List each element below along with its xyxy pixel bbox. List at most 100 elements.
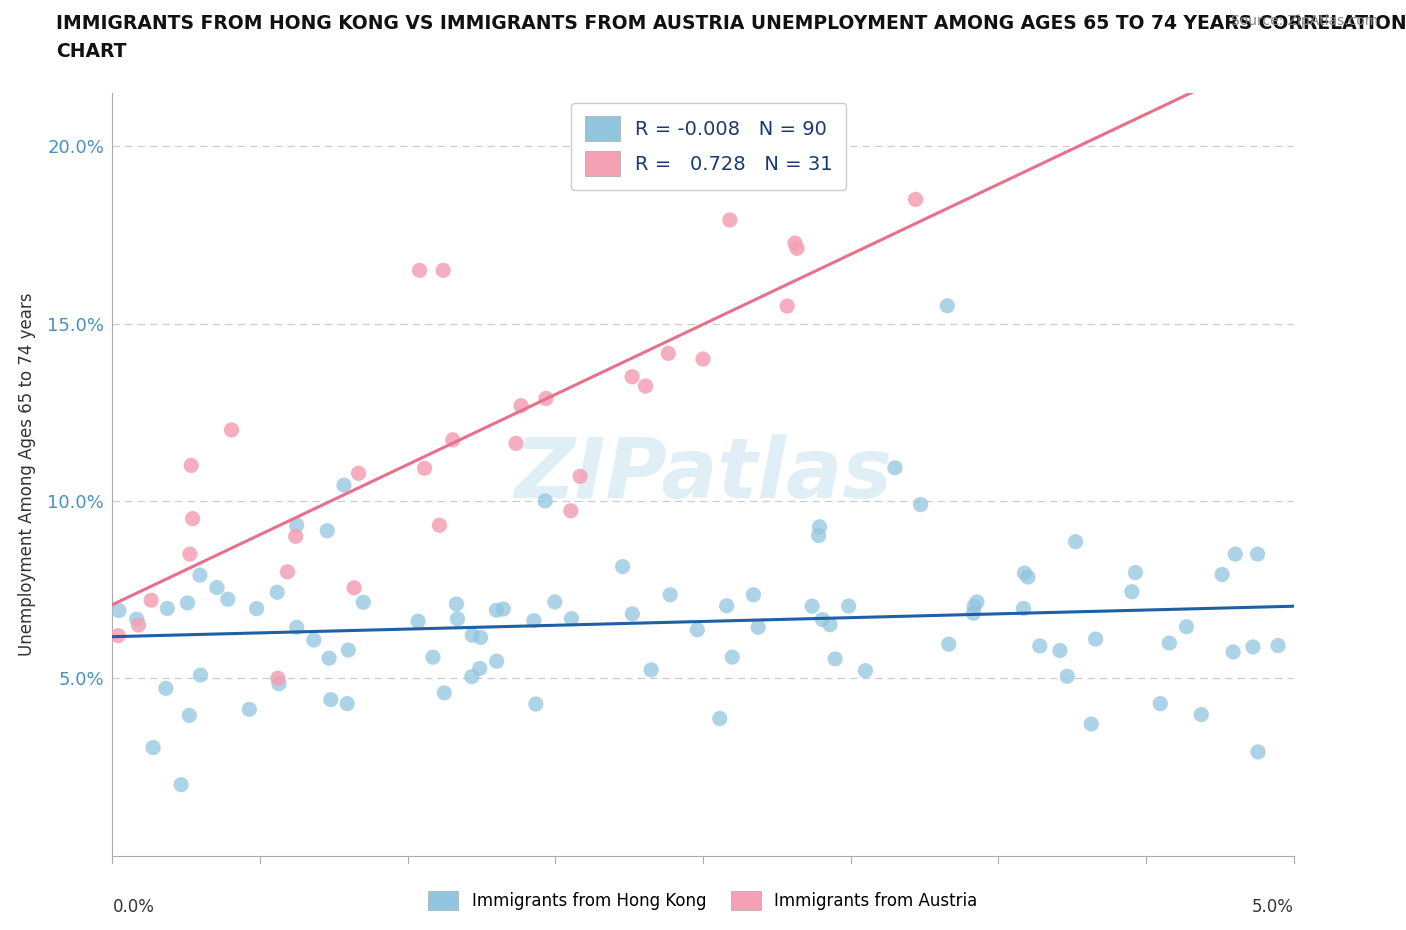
Point [1211, 567, 1233, 582]
Point [560, 503, 582, 518]
Point [205, 580, 228, 595]
Point [343, 580, 366, 595]
Text: Source: ZipAtlas.com: Source: ZipAtlas.com [1230, 14, 1378, 28]
Text: IMMIGRANTS FROM HONG KONG VS IMMIGRANTS FROM AUSTRIA UNEMPLOYMENT AMONG AGES 65 : IMMIGRANTS FROM HONG KONG VS IMMIGRANTS … [56, 14, 1406, 33]
Point [433, 685, 456, 700]
Point [190, 668, 212, 683]
Point [938, 637, 960, 652]
Y-axis label: Unemployment Among Ages 65 to 74 years: Unemployment Among Ages 65 to 74 years [18, 293, 37, 656]
Point [1064, 534, 1087, 549]
Point [155, 681, 177, 696]
Point [510, 398, 533, 413]
Point [1149, 697, 1171, 711]
Point [319, 692, 342, 707]
Point [747, 619, 769, 634]
Point [221, 422, 243, 437]
Point [485, 603, 508, 618]
Point [884, 460, 907, 475]
Point [432, 263, 454, 278]
Point [811, 612, 834, 627]
Point [180, 458, 202, 472]
Point [422, 650, 444, 665]
Text: 5.0%: 5.0% [1251, 898, 1294, 916]
Point [470, 630, 492, 644]
Point [742, 588, 765, 603]
Point [718, 213, 741, 228]
Point [429, 518, 451, 533]
Point [276, 565, 298, 579]
Point [824, 651, 846, 666]
Point [855, 663, 877, 678]
Point [544, 594, 567, 609]
Point [1084, 631, 1107, 646]
Point [441, 432, 464, 447]
Point [406, 614, 429, 629]
Point [807, 528, 830, 543]
Point [716, 598, 738, 613]
Point [1014, 565, 1036, 580]
Point [285, 518, 308, 533]
Point [461, 670, 484, 684]
Point [485, 654, 508, 669]
Point [1012, 601, 1035, 616]
Point [217, 591, 239, 606]
Point [721, 650, 744, 665]
Point [963, 599, 986, 614]
Point [267, 676, 290, 691]
Point [936, 299, 959, 313]
Point [621, 369, 644, 384]
Point [238, 702, 260, 717]
Point [1159, 635, 1181, 650]
Point [560, 611, 582, 626]
Point [413, 461, 436, 476]
Point [1029, 639, 1052, 654]
Point [818, 618, 841, 632]
Point [523, 613, 546, 628]
Point [1080, 717, 1102, 732]
Point [337, 643, 360, 658]
Point [1189, 707, 1212, 722]
Point [176, 595, 198, 610]
Point [659, 588, 682, 603]
Point [333, 478, 356, 493]
Point [316, 524, 339, 538]
Point [266, 585, 288, 600]
Point [1121, 584, 1143, 599]
Point [1049, 643, 1071, 658]
Point [127, 618, 149, 632]
Text: 0.0%: 0.0% [112, 898, 155, 916]
Point [692, 352, 714, 366]
Point [534, 391, 557, 405]
Point [966, 594, 988, 609]
Point [1247, 745, 1270, 760]
Legend: R = -0.008   N = 90, R =   0.728   N = 31: R = -0.008 N = 90, R = 0.728 N = 31 [571, 102, 846, 190]
Point [808, 520, 831, 535]
Point [408, 263, 430, 278]
Point [492, 602, 515, 617]
Point [1175, 619, 1198, 634]
Point [1225, 547, 1247, 562]
Point [1267, 638, 1289, 653]
Point [1241, 640, 1264, 655]
Point [170, 777, 193, 792]
Point [156, 601, 179, 616]
Point [962, 605, 984, 620]
Point [838, 599, 860, 614]
Point [446, 597, 468, 612]
Point [1125, 565, 1147, 580]
Point [461, 628, 484, 643]
Point [801, 599, 824, 614]
Point [904, 192, 927, 206]
Point [1246, 547, 1268, 562]
Point [142, 740, 165, 755]
Point [336, 697, 359, 711]
Point [318, 651, 340, 666]
Point [524, 697, 547, 711]
Point [783, 235, 806, 250]
Point [534, 494, 557, 509]
Point [1222, 644, 1244, 659]
Point [505, 436, 527, 451]
Point [302, 632, 325, 647]
Point [1056, 669, 1078, 684]
Point [188, 567, 211, 582]
